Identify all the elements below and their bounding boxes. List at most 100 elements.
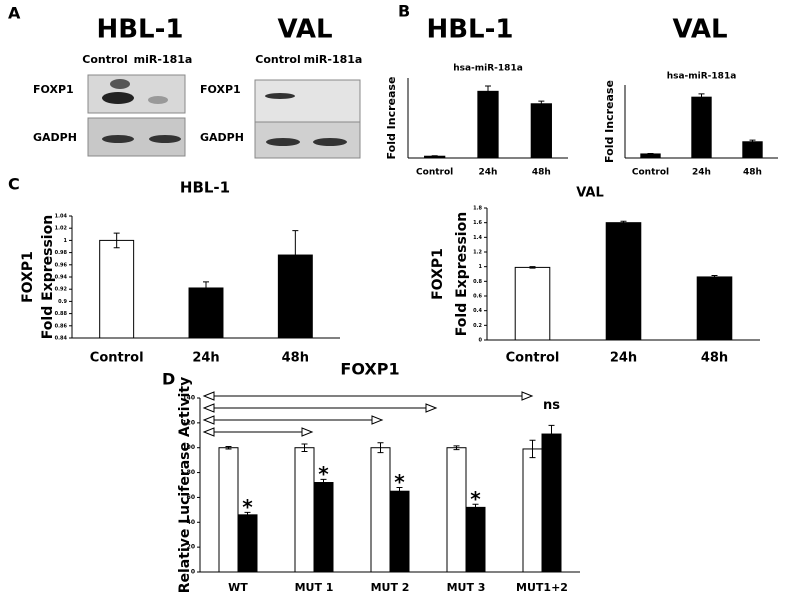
y-axis-label: FOXP1 [20, 251, 36, 303]
bar [691, 96, 712, 159]
x-tick-label: MUT 3 [447, 581, 486, 594]
band [266, 138, 300, 146]
error-bar [292, 230, 299, 280]
x-tick-label: 24h [479, 168, 498, 178]
chart-title: HBL-1 [180, 179, 230, 197]
bar [477, 90, 499, 159]
bar [541, 433, 562, 573]
annotation: * [394, 470, 405, 494]
bar [605, 222, 642, 341]
blot [87, 74, 186, 114]
x-tick-label: Control [90, 351, 144, 366]
bar [446, 447, 467, 573]
y-tick-label: 0.88 [55, 311, 68, 317]
y-tick-label: 40 [187, 519, 195, 526]
x-tick-label: Control [416, 168, 453, 178]
x-tick-label: WT [228, 581, 248, 594]
error-bar [301, 443, 308, 452]
error-bar [396, 486, 403, 496]
bar [370, 447, 391, 573]
bar [188, 287, 224, 339]
row-label: GADPH [33, 131, 77, 144]
error-bar [225, 445, 232, 450]
y-tick-label: 0.8 [473, 279, 482, 285]
row-label: FOXP1 [200, 83, 241, 96]
y-tick-label: 1 [479, 264, 483, 270]
x-tick-label: 48h [282, 351, 309, 366]
error-bar [377, 442, 384, 454]
error-bar [453, 445, 460, 451]
annotation: * [242, 495, 253, 519]
bar [696, 276, 733, 341]
y-axis-label: Relative Luciferase Activity [177, 377, 193, 594]
x-tick-label: 48h [532, 168, 551, 178]
x-tick-label: 24h [610, 351, 637, 366]
y-tick-label: 0.98 [55, 250, 68, 256]
y-tick-label: 1.02 [55, 226, 68, 232]
y-tick-label: 1.8 [473, 206, 482, 212]
y-tick-label: 0.94 [55, 275, 68, 281]
y-tick-label: 0.96 [55, 262, 68, 268]
error-bar [647, 153, 654, 155]
y-axis-label: Fold Increase [385, 77, 398, 160]
error-bar [244, 511, 251, 518]
y-tick-label: 80 [187, 469, 195, 476]
y-tick-label: 1.6 [473, 220, 482, 226]
panel-label: C [8, 175, 20, 194]
y-tick-label: 0.4 [473, 308, 482, 314]
chart-title: HBL-1 [426, 15, 513, 45]
band [148, 96, 168, 104]
panel-label: A [8, 4, 21, 23]
error-bar [203, 281, 209, 295]
chart-subtitle: hsa-miR-181a [667, 72, 737, 82]
y-axis-label: Fold Expression [40, 215, 56, 339]
bar [522, 448, 543, 573]
y-axis-label: Fold Increase [603, 80, 616, 163]
error-bar [538, 100, 545, 107]
y-tick-label: 0.9 [58, 299, 67, 305]
y-tick-label: 0.6 [473, 294, 482, 300]
error-bar [320, 478, 327, 487]
chart-title: VAL [576, 186, 604, 201]
comparison-arrows [202, 391, 534, 437]
x-tick-label: 24h [192, 351, 219, 366]
row-label: FOXP1 [33, 83, 74, 96]
x-tick-label: Control [506, 351, 560, 366]
lane-label: miR-181a [134, 53, 193, 66]
band [313, 138, 347, 146]
bar [237, 514, 258, 573]
annotation: * [470, 487, 481, 511]
x-tick-label: 24h [692, 168, 711, 178]
error-bar [431, 155, 438, 158]
y-tick-label: 20 [187, 544, 195, 551]
lane-label: Control [82, 53, 127, 66]
bar [465, 506, 486, 573]
row-label: GADPH [200, 131, 244, 144]
y-tick-label: 0 [191, 569, 195, 576]
y-tick-label: 1.4 [473, 235, 482, 241]
band [149, 135, 181, 143]
annotation: ns [543, 398, 560, 413]
band [110, 79, 130, 89]
blot [254, 79, 361, 123]
bar [530, 103, 552, 159]
x-tick-label: MUT 1 [295, 581, 334, 594]
y-axis-label: FOXP1 [430, 248, 446, 300]
y-tick-label: 0.84 [55, 336, 68, 342]
band [265, 93, 295, 99]
bar [294, 447, 315, 573]
lane-label: Control [255, 53, 300, 66]
error-bar [548, 424, 555, 444]
bar [742, 141, 763, 159]
bar [218, 447, 239, 573]
y-tick-label: 120 [182, 419, 195, 426]
y-tick-label: 0.92 [55, 287, 68, 293]
y-axis-label: Fold Expression [454, 212, 470, 336]
y-tick-label: 0.2 [473, 323, 482, 329]
x-tick-label: MUT 2 [371, 581, 410, 594]
x-tick-label: MUT1+2 [516, 581, 568, 594]
x-tick-label: 48h [701, 351, 728, 366]
error-bar [711, 274, 718, 279]
blot-title: HBL-1 [96, 15, 183, 45]
